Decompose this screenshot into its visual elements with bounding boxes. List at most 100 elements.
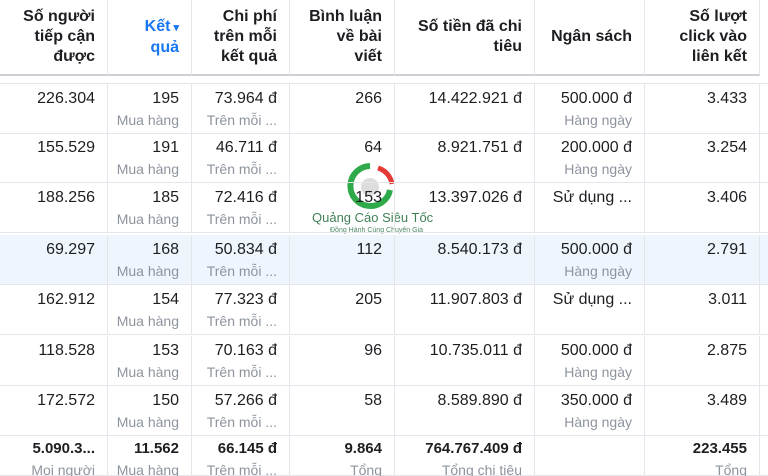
header-line: trên mỗi (213, 28, 277, 45)
cell-value: 57.266 đ (214, 392, 277, 409)
header-line: click vào (679, 28, 747, 45)
cell-value: 118.528 (38, 342, 95, 359)
table-cell: 172.572 (0, 386, 108, 435)
table-cell: 205 (290, 285, 395, 334)
table-cell: 226.304 (0, 84, 108, 133)
column-header[interactable]: Kết ▾ quả (108, 0, 192, 76)
cell-value: 58 (364, 392, 382, 409)
cell-note: Mua hàng (116, 161, 179, 177)
header-line: được (53, 48, 95, 65)
table-row: 155.529 191 Mua hàng 46.711 đ Trên mỗi ... 64… (0, 133, 768, 183)
table-cell: Sử dụng ... (535, 285, 645, 334)
cell-value: 2.791 (706, 241, 747, 258)
table-cell: 64 (290, 133, 395, 182)
table-cell: 2.791 (645, 235, 760, 284)
header-line: về bài (336, 28, 382, 45)
cell-value: 3.406 (706, 189, 747, 206)
cell-value: 154 (152, 291, 179, 308)
cell-value: 226.304 (37, 90, 95, 107)
table-cell: 58 (290, 386, 395, 435)
cell-value: 2.875 (706, 342, 747, 359)
table-row: 162.912 154 Mua hàng 77.323 đ Trên mỗi ... 20… (0, 285, 768, 335)
table-cell: 8.540.173 đ (395, 235, 535, 284)
table-cell: 500.000 đ Hàng ngày (535, 336, 645, 385)
cell-value: 70.163 đ (214, 342, 277, 359)
cell-note: Mua hàng (116, 112, 179, 128)
table-cell: 69.297 (0, 235, 108, 284)
table-cell: 57.266 đ Trên mỗi ... (192, 386, 290, 435)
cell-value: 66.145 đ (217, 440, 277, 457)
cell-value: 155.529 (37, 139, 95, 156)
cell-note: Tổng chi tiêu (441, 462, 522, 476)
cell-note: Trên mỗi ... (206, 414, 277, 430)
cell-value: Sử dụng ... (552, 189, 632, 206)
table-row: 69.297 168 Mua hàng 50.834 đ Trên mỗi ... 112… (0, 235, 768, 285)
table-cell: 3.406 (645, 183, 760, 232)
table-cell: 188.256 (0, 183, 108, 232)
table-cell: 11.562 Mua hàng (108, 434, 192, 476)
cell-note: Trên mỗi ... (206, 263, 277, 279)
cell-note: Mua hàng (116, 414, 179, 430)
cell-note: Trên mỗi ... (206, 364, 277, 380)
cell-note: Hàng ngày (564, 414, 632, 430)
table-cell: 72.416 đ Trên mỗi ... (192, 183, 290, 232)
table-cell: 14.422.921 đ (395, 84, 535, 133)
header-line: Ngân sách (551, 28, 632, 45)
cell-value: 266 (355, 90, 382, 107)
cell-value: 205 (355, 291, 382, 308)
table-cell: 11.907.803 đ (395, 285, 535, 334)
cell-value: 500.000 đ (560, 342, 632, 359)
cell-value: 150 (152, 392, 179, 409)
cell-value: 46.711 đ (215, 139, 277, 156)
table-cell: 46.711 đ Trên mỗi ... (192, 133, 290, 182)
table-row: 118.528 153 Mua hàng 70.163 đ Trên mỗi ... 96… (0, 336, 768, 386)
table-row: 226.304 195 Mua hàng 73.964 đ Trên mỗi ... 26… (0, 84, 768, 134)
cell-note: Hàng ngày (564, 112, 632, 128)
cell-value: 69.297 (46, 241, 95, 258)
cell-note: Trên mỗi ... (206, 313, 277, 329)
table-cell: 764.767.409 đ Tổng chi tiêu (395, 434, 535, 476)
cell-value: 350.000 đ (560, 392, 632, 409)
cell-value: 13.397.026 đ (428, 189, 522, 206)
table-cell (535, 434, 645, 475)
cell-note: Tổng (715, 462, 747, 476)
cell-value: 77.323 đ (214, 291, 277, 308)
cell-value: 153 (355, 189, 382, 206)
cell-value: 3.433 (706, 90, 747, 107)
cell-value: 14.422.921 đ (428, 90, 522, 107)
table-cell: 77.323 đ Trên mỗi ... (192, 285, 290, 334)
cell-note: Trên mỗi ... (206, 161, 277, 177)
cell-value: 500.000 đ (560, 241, 632, 258)
table-cell: Sử dụng ... (535, 183, 645, 232)
table-cell: 200.000 đ Hàng ngày (535, 133, 645, 182)
cell-value: 96 (364, 342, 382, 359)
cell-note: Mua hàng (116, 462, 179, 476)
table-cell: 168 Mua hàng (108, 235, 192, 284)
header-line: Kết ▾ (144, 17, 179, 35)
cell-note: Tổng (350, 462, 382, 476)
column-header: Chi phí trên mỗi kết quả (192, 0, 290, 76)
cell-value: 3.011 (708, 291, 747, 308)
table-cell: 185 Mua hàng (108, 183, 192, 232)
cell-value: 223.455 (692, 440, 747, 457)
cell-value: 8.589.890 đ (437, 392, 522, 409)
cell-value: 112 (356, 241, 382, 258)
table-cell: 73.964 đ Trên mỗi ... (192, 84, 290, 133)
table-row: 188.256 185 Mua hàng 72.416 đ Trên mỗi ... 15… (0, 183, 768, 233)
cell-value: 8.921.751 đ (437, 139, 522, 156)
cell-value: 168 (152, 241, 179, 258)
cell-value: 73.964 đ (214, 90, 277, 107)
table-cell: 3.254 (645, 133, 760, 182)
cell-value: 5.090.3... (32, 440, 95, 457)
table-cell: 153 Mua hàng (108, 336, 192, 385)
cell-note: Mua hàng (116, 364, 179, 380)
cell-value: 153 (152, 342, 179, 359)
table-cell: 13.397.026 đ (395, 183, 535, 232)
header-line: Số lượt (689, 8, 747, 25)
cell-note: Trên mỗi ... (206, 112, 277, 128)
table-cell: 153 (290, 183, 395, 232)
table-cell: 50.834 đ Trên mỗi ... (192, 235, 290, 284)
table-cell: 223.455 Tổng (645, 434, 760, 476)
header-line: kết quả (220, 48, 277, 65)
